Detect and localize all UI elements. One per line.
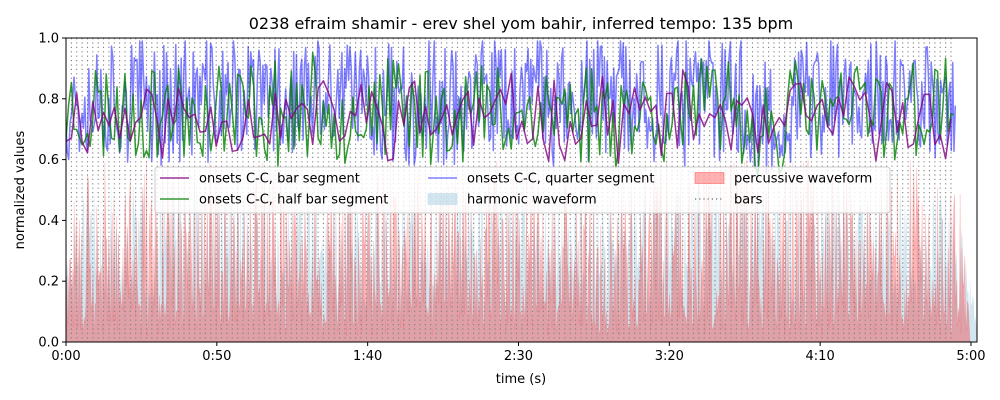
axes-frame	[65, 37, 978, 343]
x-tick-label: 3:20	[655, 349, 684, 364]
legend-swatch	[427, 193, 458, 205]
legend-label: onsets C-C, bar segment	[199, 172, 360, 187]
x-tick-label: 0:50	[202, 349, 231, 364]
chart-title: 0238 efraim shamir - erev shel yom bahir…	[249, 14, 793, 33]
x-tick-label: 4:10	[806, 349, 835, 364]
harmonic-waveform-area	[66, 177, 977, 342]
y-tick-label: 0.6	[38, 153, 59, 168]
quarter-segment-line	[66, 40, 957, 174]
legend-label: percussive waveform	[734, 172, 872, 187]
legend-swatch	[694, 172, 725, 184]
x-axis-label: time (s)	[496, 372, 546, 387]
y-tick-label: 0.8	[38, 92, 59, 107]
legend-box	[154, 166, 891, 214]
x-tick-label: 1:40	[353, 349, 382, 364]
y-axis-label: normalized values	[13, 130, 28, 249]
x-tick-label: 0:00	[51, 349, 80, 364]
y-tick-label: 0.2	[38, 275, 59, 290]
legend: onsets C-C, bar segment onsets C-C, half …	[154, 166, 891, 214]
legend-label: harmonic waveform	[467, 193, 597, 208]
legend-label: onsets C-C, half bar segment	[199, 193, 388, 208]
y-tick-label: 1.0	[38, 32, 59, 47]
y-tick-label: 0.0	[38, 336, 59, 351]
y-tick-label: 0.4	[38, 214, 59, 229]
legend-label: bars	[734, 193, 763, 208]
axes: 0:00 0:50 1:40 2:30 3:20 4:10 5:00 0.0 0.2 0.4 0.6…	[38, 32, 985, 365]
x-tick-label: 5:00	[956, 349, 985, 364]
bar-segment-line	[66, 69, 952, 165]
legend-label: onsets C-C, quarter segment	[467, 172, 654, 187]
x-tick-label: 2:30	[504, 349, 533, 364]
